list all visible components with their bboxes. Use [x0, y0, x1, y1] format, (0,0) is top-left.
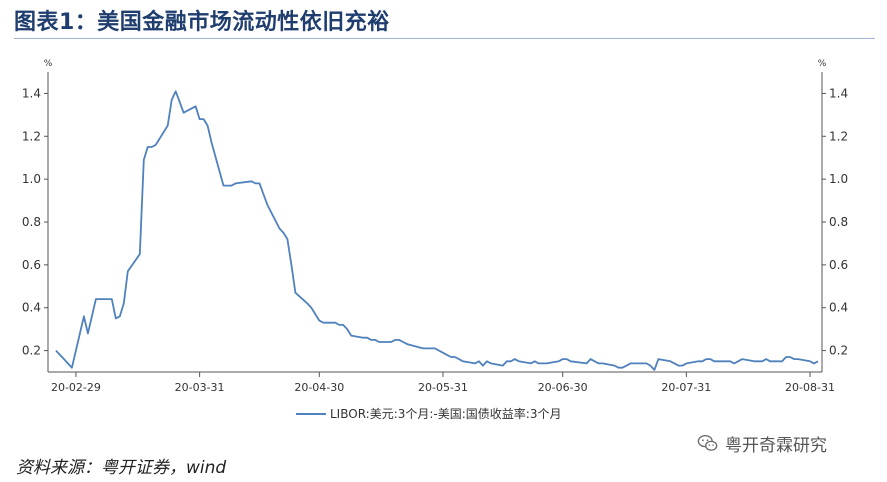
y-tick-label-right: 1.4: [829, 86, 848, 100]
y-tick-label-right: 0.4: [829, 301, 848, 315]
y-tick-label-right: 1.2: [829, 129, 848, 143]
y-tick-label-left: 0.4: [22, 301, 41, 315]
x-tick-label: 20-04-30: [294, 381, 344, 394]
line-chart: % % 0.2 0.2 0.4 0.4 0.6 0.6 0.8 0.8 1.0 1.0 1.2 1.2 1.…: [22, 59, 848, 421]
y-tick-label-left: 1.0: [22, 172, 41, 186]
y-tick-label-right: 0.2: [829, 344, 848, 358]
y-tick-label-left: 1.2: [22, 129, 41, 143]
y-tick-label-left: 1.4: [22, 86, 41, 100]
watermark: 粤开奇霖研究: [697, 428, 827, 458]
x-tick-label: 20-02-29: [51, 381, 101, 394]
x-tick-label: 20-08-31: [785, 381, 835, 394]
x-tick-label: 20-05-31: [418, 381, 468, 394]
y-tick-label-right: 1.0: [829, 172, 848, 186]
right-unit-label: %: [818, 59, 827, 69]
watermark-text: 粤开奇霖研究: [725, 435, 827, 456]
wechat-icon: [697, 435, 718, 451]
source-note: 资料来源：粤开证券，wind: [16, 458, 227, 478]
title-divider: [14, 38, 875, 39]
y-tick-label-left: 0.6: [22, 258, 41, 272]
y-tick-label-left: 0.8: [22, 215, 41, 229]
page-title: 图表1：美国金融市场流动性依旧充裕: [14, 10, 390, 35]
x-tick-label: 20-03-31: [175, 381, 225, 394]
x-tick-label: 20-06-30: [538, 381, 588, 394]
left-unit-label: %: [44, 59, 53, 69]
legend-label: LIBOR:美元:3个月:-美国:国债收益率:3个月: [330, 406, 561, 421]
x-tick-label: 20-07-31: [661, 381, 711, 394]
y-tick-label-right: 0.8: [829, 215, 848, 229]
y-tick-label-left: 0.2: [22, 344, 41, 358]
chart-area: %% 0.2 0.2 0.4 0.4 0.6 0.6 0.8 0.8 1.0 1.0 1.2 1.2 1.…: [10, 50, 880, 442]
y-tick-label-right: 0.6: [829, 258, 848, 272]
series-line-libor-spread: [55, 90, 819, 371]
